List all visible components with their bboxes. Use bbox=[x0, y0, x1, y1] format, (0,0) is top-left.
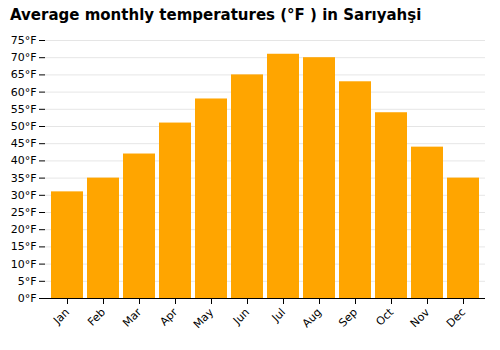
svg-text:Jul: Jul bbox=[269, 306, 288, 325]
svg-text:65°F: 65°F bbox=[11, 68, 37, 81]
svg-text:Jan: Jan bbox=[50, 306, 72, 328]
svg-text:May: May bbox=[191, 305, 217, 331]
svg-text:Aug: Aug bbox=[300, 306, 324, 330]
svg-text:20°F: 20°F bbox=[11, 223, 37, 236]
svg-text:35°F: 35°F bbox=[11, 172, 37, 185]
html-text:Average monthly temperatures (: Average monthly temperatures (°F ) in Sa… bbox=[10, 6, 422, 24]
svg-text:45°F: 45°F bbox=[11, 137, 37, 150]
svg-text:Apr: Apr bbox=[157, 305, 180, 328]
svg-text:Jun: Jun bbox=[230, 306, 252, 328]
svg-text:Feb: Feb bbox=[85, 306, 108, 329]
svg-text:25°F: 25°F bbox=[11, 206, 37, 219]
svg-text:55°F: 55°F bbox=[11, 103, 37, 116]
svg-text:Sep: Sep bbox=[336, 306, 360, 330]
svg-text:10°F: 10°F bbox=[11, 258, 37, 271]
svg-text:40°F: 40°F bbox=[11, 154, 37, 167]
svg-text:60°F: 60°F bbox=[11, 86, 37, 99]
svg-text:50°F: 50°F bbox=[11, 120, 37, 133]
svg-text:75°F: 75°F bbox=[11, 34, 37, 47]
svg-text:0°F: 0°F bbox=[18, 292, 37, 305]
svg-text:30°F: 30°F bbox=[11, 189, 37, 202]
svg-text:Nov: Nov bbox=[408, 305, 433, 330]
svg-text:5°F: 5°F bbox=[18, 275, 37, 288]
svg-text:70°F: 70°F bbox=[11, 51, 37, 64]
svg-text:15°F: 15°F bbox=[11, 240, 37, 253]
svg-text:Oct: Oct bbox=[373, 305, 396, 328]
svg-text:Mar: Mar bbox=[120, 305, 144, 329]
svg-text:Dec: Dec bbox=[444, 306, 468, 330]
